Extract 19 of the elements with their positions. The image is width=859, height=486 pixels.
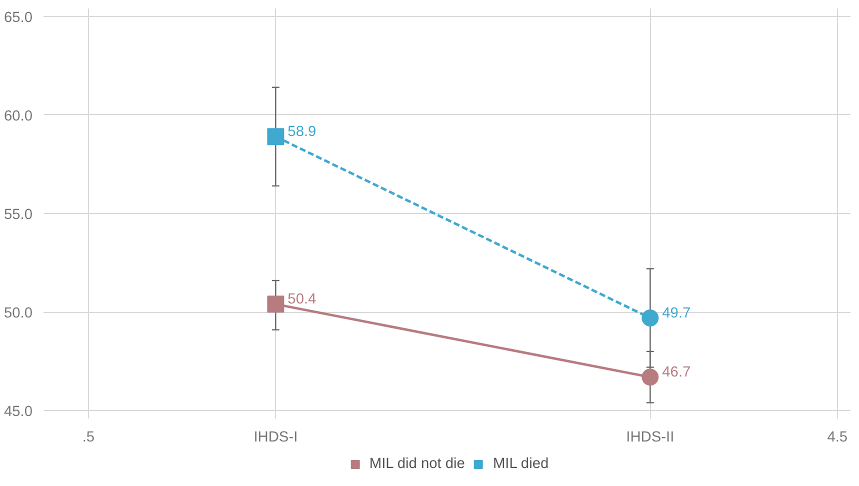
x-tick-label: 4.5 (827, 430, 848, 446)
legend-label: MIL died (492, 456, 549, 472)
point (642, 368, 659, 386)
y-tick-label: 45.0 (4, 404, 33, 420)
data-label: 49.7 (662, 305, 691, 322)
point (267, 128, 284, 146)
y-tick-label: 60.0 (4, 108, 33, 124)
x-tick-label: IHDS-I (254, 430, 298, 446)
y-tick-label: 50.0 (4, 306, 33, 322)
point (267, 296, 284, 313)
x-tick-label: .5 (82, 430, 95, 446)
x-tick-label: IHDS-II (626, 430, 674, 446)
legend-label: MIL did not die (369, 456, 465, 472)
data-label: 58.9 (288, 124, 316, 140)
y-tick-label: 55.0 (4, 207, 33, 223)
data-label: 50.4 (288, 292, 316, 308)
data-label: 46.7 (662, 364, 691, 381)
point (642, 309, 659, 326)
y-tick-label: 65.0 (4, 10, 33, 26)
